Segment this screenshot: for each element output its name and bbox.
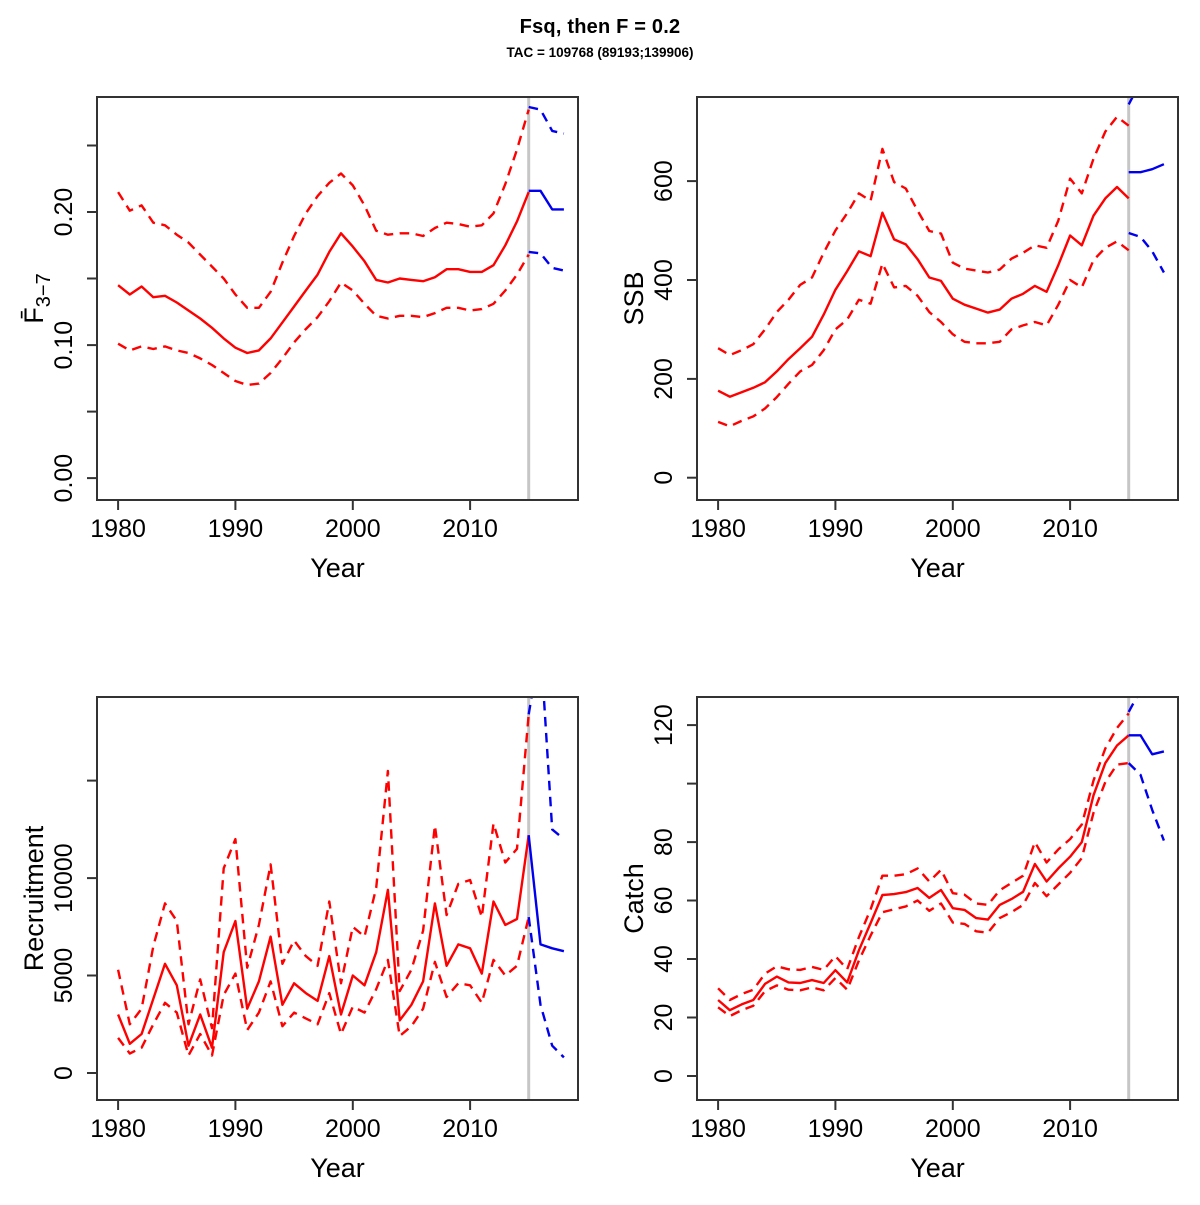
fbar-lower-ci-forecast-line <box>528 250 565 272</box>
ssb-upper-ci-line <box>717 115 1130 357</box>
fbar-median-forecast-line <box>528 189 564 211</box>
x-axis-title: Year <box>310 553 365 583</box>
fbar-chart: 1980 1990 2000 2010 0.00 0.10 0.20 Year F̄3−7 <box>19 96 579 583</box>
x-axis-title: Year <box>910 1153 965 1183</box>
y-tick-label: 200 <box>650 358 678 400</box>
y-axis-title: Recruitment <box>19 825 49 971</box>
recruitment-lower-ci-forecast-line <box>527 916 565 1059</box>
fbar-upper-ci-forecast-line <box>528 105 565 135</box>
x-tick-label: 2010 <box>442 1115 498 1143</box>
ssb-median-line <box>717 185 1130 398</box>
panel-catch: 1980 1990 2000 2010 0 20 40 60 80 120 Year Catch <box>600 600 1200 1200</box>
x-tick-label: 2010 <box>442 515 498 543</box>
x-tick-label: 2000 <box>925 515 981 543</box>
y-tick-label: 0 <box>50 1066 78 1080</box>
y-tick-label: 400 <box>650 259 678 301</box>
x-tick-label: 1990 <box>808 515 864 543</box>
panel-ssb: 1980 1990 2000 2010 0 200 400 600 Year SSB <box>600 0 1200 600</box>
ssb-lower-ci-line <box>717 240 1130 428</box>
y-tick-label: 0.20 <box>50 188 78 237</box>
catch-median-forecast-line <box>1128 734 1165 756</box>
catch-upper-ci-forecast-line <box>1127 697 1139 713</box>
x-tick-label: 2010 <box>1042 1115 1098 1143</box>
y-tick-label: 600 <box>650 160 678 202</box>
catch-lower-ci-forecast-line <box>1127 762 1166 842</box>
x-tick-label: 1980 <box>90 1115 146 1143</box>
y-axis-title: SSB <box>619 271 649 325</box>
y-tick-label: 40 <box>650 945 678 973</box>
x-tick-label: 2000 <box>325 515 381 543</box>
catch-chart: 1980 1990 2000 2010 0 20 40 60 80 120 Year Catch <box>619 696 1179 1183</box>
y-tick-label: 60 <box>650 887 678 915</box>
x-tick-label: 1990 <box>208 1115 264 1143</box>
x-tick-label: 1980 <box>690 1115 746 1143</box>
fbar-plot-frame <box>96 96 579 501</box>
catch-upper-ci-line <box>717 712 1130 1002</box>
fbar-upper-ci-line <box>117 109 530 309</box>
recruitment-median-line <box>116 835 530 1049</box>
x-tick-label: 1990 <box>208 515 264 543</box>
panel-fbar: 1980 1990 2000 2010 0.00 0.10 0.20 Year F̄3−7 <box>0 0 600 600</box>
y-axis-title: Catch <box>619 863 649 934</box>
x-tick-label: 1980 <box>90 515 146 543</box>
y-tick-label: 10000 <box>50 843 78 913</box>
x-tick-label: 1990 <box>808 1115 864 1143</box>
x-tick-label: 2000 <box>325 1115 381 1143</box>
x-axis-title: Year <box>310 1153 365 1183</box>
recruitment-upper-ci-line <box>116 714 530 1030</box>
recruitment-upper-ci-forecast-line <box>527 697 565 841</box>
ssb-plot-frame <box>696 96 1179 501</box>
fbar-median-line <box>117 191 530 355</box>
y-tick-label: 80 <box>650 828 678 856</box>
x-tick-label: 2010 <box>1042 515 1098 543</box>
ssb-median-forecast-line <box>1128 163 1165 174</box>
y-tick-label: 120 <box>650 704 678 746</box>
x-tick-label: 1980 <box>690 515 746 543</box>
x-tick-label: 2000 <box>925 1115 981 1143</box>
recruitment-median-forecast-line <box>527 835 565 953</box>
y-tick-label: 0.10 <box>50 321 78 370</box>
catch-lower-ci-line <box>717 761 1129 1018</box>
recruitment-lower-ci-line <box>117 916 530 1057</box>
y-tick-label: 20 <box>650 1004 678 1032</box>
ssb-upper-ci-forecast-line <box>1127 97 1134 105</box>
fbar-lower-ci-line <box>117 253 530 387</box>
catch-median-line <box>717 734 1130 1012</box>
ssb-chart: 1980 1990 2000 2010 0 200 400 600 Year SSB <box>619 96 1179 583</box>
x-axis-title: Year <box>910 553 965 583</box>
figure-title: Fsq, then F = 0.2 <box>519 16 681 38</box>
ssb-lower-ci-forecast-line <box>1128 231 1165 274</box>
catch-plot-frame <box>696 696 1179 1101</box>
figure-subtitle: TAC = 109768 (89193;139906) <box>506 45 694 60</box>
recruitment-chart: 1980 1990 2000 2010 0 5000 10000 Year Recruitmen… <box>19 696 579 1183</box>
panel-recruitment: 1980 1990 2000 2010 0 5000 10000 Year Recruitmen… <box>0 600 600 1200</box>
y-tick-label: 0 <box>650 471 678 485</box>
y-tick-label: 0 <box>650 1069 678 1083</box>
recruitment-plot-frame <box>96 696 579 1101</box>
y-tick-label: 5000 <box>50 948 78 1004</box>
y-axis-title: F̄3−7 <box>19 273 55 323</box>
y-tick-label: 0.00 <box>50 454 78 503</box>
